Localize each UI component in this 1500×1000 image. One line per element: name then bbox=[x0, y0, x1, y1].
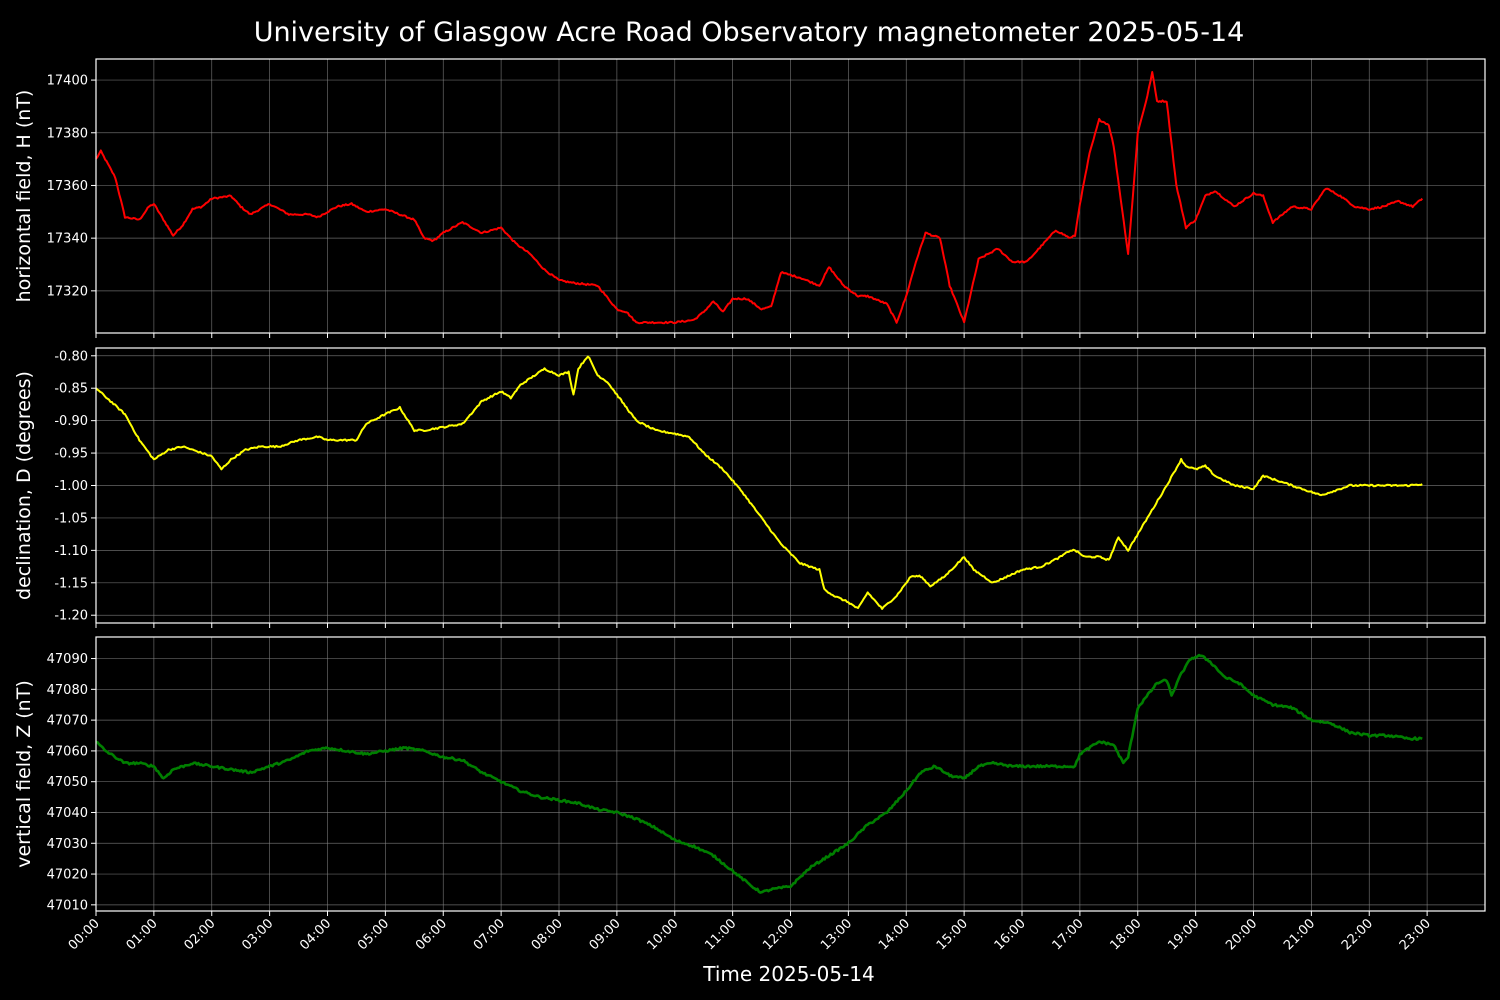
y-tick-label: 17400 bbox=[47, 74, 88, 89]
panel-frame bbox=[95, 347, 1486, 624]
y-tick-label: -1.15 bbox=[54, 576, 88, 591]
y-tick-label: 47010 bbox=[47, 898, 88, 913]
x-axis-label: Time 2025-05-14 bbox=[702, 962, 875, 986]
y-tick-label: 47050 bbox=[47, 775, 88, 790]
y-tick-label: 47030 bbox=[47, 837, 88, 852]
series-line bbox=[95, 71, 1424, 325]
panel-1: 17320 17340 17360 17380 17400 horizontal fiel… bbox=[13, 58, 1486, 338]
y-tick-label: -0.95 bbox=[54, 447, 88, 462]
chart-title: University of Glasgow Acre Road Observat… bbox=[254, 17, 1245, 48]
panel-frame bbox=[95, 636, 1486, 912]
panel-2: -0.80 -0.85 -0.90 -0.95 -1.00 -1.05 -1.10 -1.15… bbox=[13, 347, 1486, 628]
panel-frame bbox=[95, 58, 1486, 334]
y-tick-label: 47090 bbox=[47, 652, 88, 667]
y-tick-label: 47080 bbox=[47, 683, 88, 698]
y-tick-label: 47020 bbox=[47, 868, 88, 883]
y-tick-label: -0.85 bbox=[54, 382, 88, 397]
series-line bbox=[95, 653, 1423, 894]
y-tick-label: 17320 bbox=[47, 284, 88, 299]
y-tick-label: 47040 bbox=[47, 806, 88, 821]
y-tick-label: -1.00 bbox=[54, 479, 88, 494]
y-tick-label: 47060 bbox=[47, 744, 88, 759]
y-tick-label: 17360 bbox=[47, 179, 88, 194]
y-tick-label: 47070 bbox=[47, 714, 88, 729]
y-tick-label: -0.90 bbox=[54, 414, 88, 429]
y-tick-label: 17380 bbox=[47, 126, 88, 141]
y-axis-label: declination, D (degrees) bbox=[13, 371, 35, 600]
y-tick-label: 17340 bbox=[47, 232, 88, 247]
y-axis-label: horizontal field, H (nT) bbox=[13, 90, 35, 303]
y-axis-label: vertical field, Z (nT) bbox=[13, 680, 35, 868]
series-line bbox=[95, 355, 1423, 610]
y-tick-label: -0.80 bbox=[54, 349, 88, 364]
y-tick-label: -1.05 bbox=[54, 511, 88, 526]
y-tick-label: -1.20 bbox=[54, 609, 88, 624]
y-tick-label: -1.10 bbox=[54, 544, 88, 559]
